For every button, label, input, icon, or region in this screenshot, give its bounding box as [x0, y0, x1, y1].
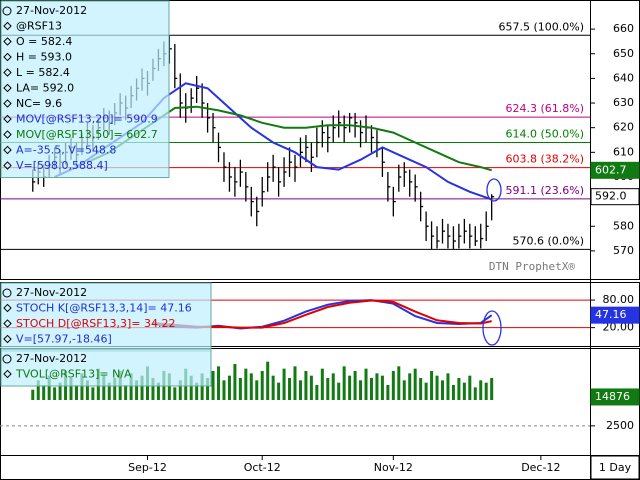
- info-diamond: [3, 161, 12, 170]
- info-text: TVOL[@RSF13]= N/A: [15, 368, 132, 381]
- x-tick-label: Nov-12: [374, 461, 413, 474]
- x-tick-label: Sep-12: [128, 461, 167, 474]
- retracement-label: 570.6 (0.0%): [512, 234, 584, 247]
- info-diamond: [3, 21, 12, 31]
- info-text: O = 582.4: [16, 35, 72, 48]
- value-tag-label: 47.16: [595, 308, 627, 321]
- info-text: @RSF13: [16, 20, 62, 33]
- y-tick-label: 630: [613, 96, 634, 109]
- info-box: [0, 0, 170, 178]
- info-diamond: [3, 145, 12, 155]
- info-text: STOCH K[@RSF13,3,14]= 47.16: [16, 302, 192, 315]
- value-tag: [590, 161, 640, 179]
- retracement-label: 603.8 (38.2%): [505, 153, 584, 166]
- value-tag-label: 592.0: [595, 190, 627, 203]
- info-diamond: [3, 114, 12, 124]
- interval-label[interactable]: 1 Day: [599, 461, 632, 474]
- x-tick-label: Dec-12: [521, 461, 560, 474]
- info-text: L = 582.4: [16, 66, 70, 79]
- value-tag-label: 14876: [595, 390, 630, 403]
- y-tick-label: 580: [613, 219, 634, 232]
- volume-bar: [217, 366, 221, 432]
- info-text: 27-Nov-2012: [16, 352, 87, 365]
- info-text: V=[57.97,-18.46]: [16, 333, 112, 346]
- info-diamond: [3, 99, 12, 108]
- highlight-ellipse: [486, 178, 502, 202]
- info-diamond: [3, 334, 12, 344]
- info-icon: [2, 288, 12, 298]
- info-box: [0, 282, 212, 352]
- value-tag: [590, 388, 640, 406]
- info-icon: [2, 354, 12, 364]
- volume-bar: [342, 366, 346, 432]
- info-text: V=[598.0,588.4]: [16, 159, 108, 172]
- retracement-label: 657.5 (100.0%): [498, 20, 584, 33]
- info-text: 27-Nov-2012: [16, 286, 87, 299]
- info-diamond: [3, 83, 12, 93]
- info-text: NC= 9.6: [16, 97, 62, 110]
- info-diamond: [3, 37, 12, 46]
- info-diamond: [3, 130, 12, 139]
- x-tick-label: Oct-12: [244, 461, 281, 474]
- value-tag-label: 602.7: [595, 163, 627, 176]
- value-tag: [590, 306, 640, 324]
- y-tick-label: 570: [613, 244, 634, 257]
- info-text: LA= 592.0: [16, 82, 74, 95]
- info-text: STOCH D[@RSF13,3]= 34.22: [16, 317, 176, 330]
- watermark: DTN ProphetX®: [489, 260, 575, 273]
- volume-bar: [266, 361, 270, 432]
- info-text: 27-Nov-2012: [16, 4, 87, 17]
- retracement-label: 614.0 (50.0%): [505, 127, 584, 140]
- y-tick-label: 660: [613, 22, 634, 35]
- info-diamond: [3, 52, 12, 62]
- y-tick-label: 80.00: [603, 293, 635, 306]
- y-tick-label: 620: [613, 121, 634, 134]
- highlight-ellipse: [482, 310, 502, 346]
- y-tick-label: 610: [613, 145, 634, 158]
- info-text: A=-35.5, V=548.8: [16, 144, 116, 157]
- volume-bar: [397, 366, 401, 432]
- info-diamond: [3, 319, 12, 328]
- volume-bar: [233, 364, 237, 432]
- info-text: MOV[@RSF13,50]= 602.7: [16, 128, 158, 141]
- info-text: H = 593.0: [16, 51, 72, 64]
- volume-bar: [293, 366, 297, 432]
- info-diamond: [3, 369, 12, 379]
- value-tag: [590, 188, 640, 206]
- info-diamond: [3, 303, 12, 313]
- info-diamond: [3, 68, 12, 77]
- info-icon: [2, 6, 12, 16]
- axis-cover: [1, 400, 590, 455]
- retracement-label: 591.1 (23.6%): [505, 184, 584, 197]
- y-tick-label: 650: [613, 47, 634, 60]
- retracement-label: 624.3 (61.8%): [505, 102, 584, 115]
- interval-box: [590, 455, 640, 480]
- y-tick-label: 20.00: [603, 321, 635, 334]
- info-text: MOV[@RSF13,20]= 590.9: [16, 113, 158, 126]
- y-tick-label: 640: [613, 71, 634, 84]
- y-tick-label: 2500: [606, 419, 634, 432]
- volume-bar: [146, 366, 149, 432]
- info-box: [0, 348, 212, 387]
